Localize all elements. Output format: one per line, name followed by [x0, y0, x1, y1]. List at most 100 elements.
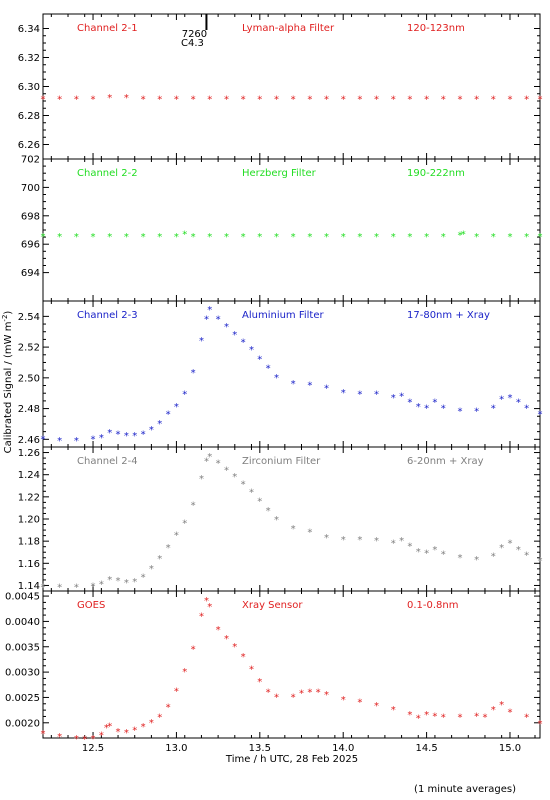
data-point: *	[482, 713, 487, 724]
data-point: *	[407, 95, 412, 106]
data-point: *	[149, 718, 154, 729]
panel-channel-2-2: 694 696 698 700 702 Channel 2-2 Herzberg Filte…	[21, 155, 543, 302]
data-point: *	[391, 538, 396, 549]
data-point: *	[257, 95, 262, 106]
data-point: *	[538, 232, 543, 243]
data-point: *	[41, 583, 46, 594]
data-point: *	[291, 692, 296, 703]
data-point: *	[191, 95, 196, 106]
data-point: *	[291, 95, 296, 106]
y-tick-label: 694	[21, 268, 40, 279]
data-point: *	[516, 397, 521, 408]
data-point: *	[457, 713, 462, 724]
data-point: *	[307, 95, 312, 106]
data-point: *	[41, 434, 46, 445]
data-point: *	[507, 708, 512, 719]
data-point: *	[141, 722, 146, 733]
data-point: *	[91, 95, 96, 106]
y-tick-label: 1.24	[18, 470, 40, 481]
panel-goes: 0.0020 0.0025 0.0030 0.0035 0.0040 0.0045 GOES…	[5, 590, 543, 746]
data-point: *	[224, 634, 229, 645]
y-tick-label: 1.22	[18, 492, 40, 503]
data-point: *	[516, 545, 521, 556]
data-point: *	[316, 687, 321, 698]
data-point: *	[491, 95, 496, 106]
data-point: *	[191, 368, 196, 379]
data-point: *	[74, 232, 79, 243]
data-point: *	[124, 431, 129, 442]
data-point: *	[241, 95, 246, 106]
data-point: *	[174, 232, 179, 243]
data-point: *	[307, 232, 312, 243]
data-point: *	[124, 232, 129, 243]
data-point: *	[166, 543, 171, 554]
data-point: *	[424, 232, 429, 243]
data-point: *	[474, 712, 479, 723]
data-point: *	[174, 531, 179, 542]
data-point: *	[407, 542, 412, 553]
data-point: *	[107, 575, 112, 586]
data-point: *	[307, 381, 312, 392]
data-point: *	[341, 388, 346, 399]
data-point: *	[257, 354, 262, 365]
y-tick-label: 0.0030	[5, 668, 40, 679]
data-point: *	[432, 397, 437, 408]
panel-channel-label: Channel 2-4	[77, 456, 138, 467]
data-point: *	[291, 524, 296, 535]
event-marker: 7260 C4.3	[181, 14, 208, 49]
data-point: *	[132, 725, 137, 736]
data-point: *	[91, 232, 96, 243]
panel-filter-label: Xray Sensor	[242, 600, 303, 611]
data-point: *	[41, 729, 46, 740]
data-point: *	[207, 602, 212, 613]
data-point: *	[166, 410, 171, 421]
panel-band-label: 190-222nm	[407, 168, 465, 179]
data-point: *	[141, 430, 146, 441]
data-point: *	[57, 436, 62, 447]
data-point: *	[499, 394, 504, 405]
data-point: *	[107, 93, 112, 104]
panel-band-label: 120-123nm	[407, 23, 465, 34]
data-point: *	[357, 232, 362, 243]
data-point: *	[224, 465, 229, 476]
panels: 6.26 6.28 6.30 6.32 6.34 Channel 2-1 Lyman-alp…	[5, 13, 543, 746]
data-point: *	[391, 232, 396, 243]
data-point: *	[538, 556, 543, 567]
data-point: *	[474, 555, 479, 566]
y-tick-label: 6.32	[18, 53, 40, 64]
data-point: *	[507, 538, 512, 549]
footnote: (1 minute averages)	[414, 784, 516, 795]
panel-filter-label: Lyman-alpha Filter	[242, 23, 335, 34]
data-point: *	[157, 419, 162, 430]
data-point: *	[107, 428, 112, 439]
data-point: *	[124, 728, 129, 739]
data-point: *	[424, 548, 429, 559]
data-point: *	[157, 95, 162, 106]
series-channel-2-2: * * * * * * * * * * * * * * * * * * * * * * * * * * * * * * * * *	[41, 229, 543, 243]
data-point: *	[357, 390, 362, 401]
data-point: *	[191, 644, 196, 655]
data-point: *	[399, 536, 404, 547]
y-tick-label: 696	[21, 240, 40, 251]
y-axis-label: Calibrated Signal / (mW m-2)	[1, 311, 14, 454]
data-point: *	[174, 402, 179, 413]
data-point: *	[407, 232, 412, 243]
panel-frame	[42, 590, 541, 739]
y-tick-label: 1.20	[18, 515, 40, 526]
data-point: *	[174, 95, 179, 106]
data-point: *	[207, 95, 212, 106]
data-point: *	[341, 535, 346, 546]
data-point: *	[182, 518, 187, 529]
x-axis: 12.5 13.0 13.5 14.0 14.5 15.0	[82, 743, 521, 754]
data-point: *	[216, 459, 221, 470]
data-point: *	[199, 611, 204, 622]
data-point: *	[407, 397, 412, 408]
data-point: *	[191, 501, 196, 512]
data-point: *	[424, 710, 429, 721]
x-tick-label: 12.5	[82, 743, 104, 754]
data-point: *	[266, 506, 271, 517]
data-point: *	[204, 456, 209, 467]
data-point: *	[474, 232, 479, 243]
y-tick-label: 0.0025	[5, 693, 40, 704]
